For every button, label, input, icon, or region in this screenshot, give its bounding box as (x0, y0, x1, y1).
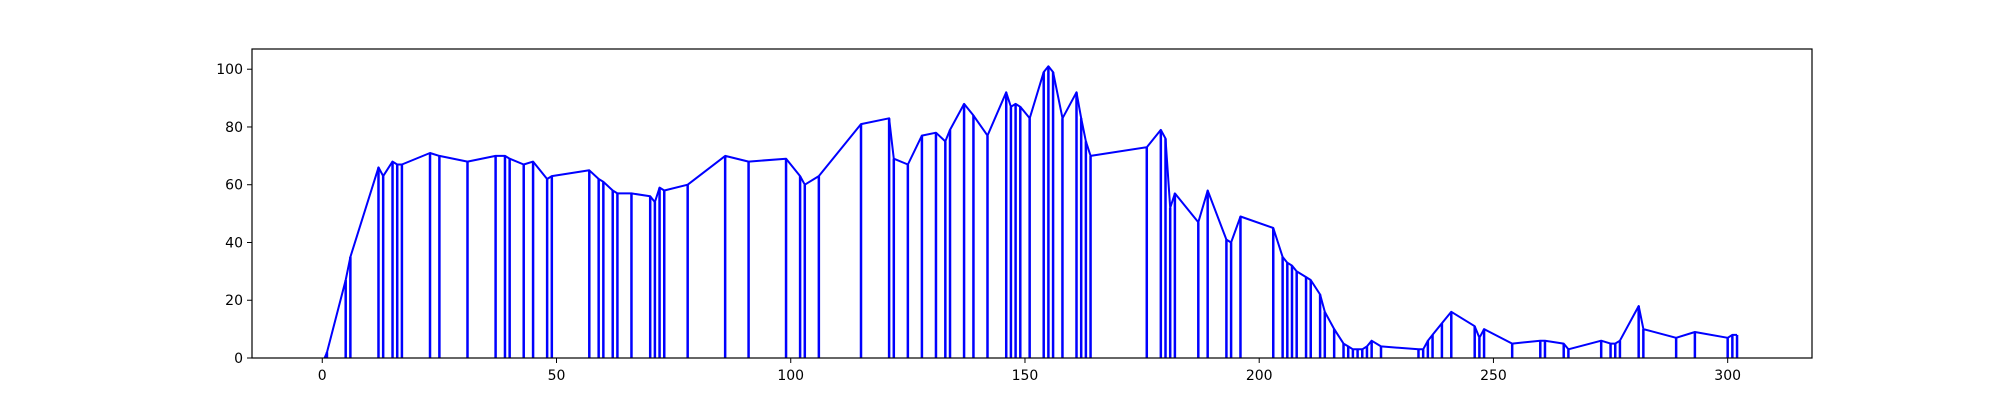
y-tick-label: 0 (234, 351, 243, 367)
axes-frame (251, 48, 1813, 359)
x-tick-label: 300 (1714, 368, 1741, 384)
y-axis: 0 20 40 60 80 100 (216, 62, 252, 367)
y-tick-label: 60 (225, 178, 243, 194)
y-tick-label: 100 (216, 62, 243, 78)
y-tick-label: 80 (225, 120, 243, 136)
x-tick-label: 200 (1246, 368, 1273, 384)
x-axis: 0 50 100 150 200 250 300 (318, 358, 1741, 384)
series-line (323, 65, 1737, 359)
x-tick-label: 50 (548, 368, 566, 384)
y-tick-label: 40 (225, 235, 243, 251)
x-tick-label: 150 (1012, 368, 1039, 384)
x-tick-label: 100 (777, 368, 804, 384)
y-tick-label: 20 (225, 293, 243, 309)
x-tick-label: 0 (318, 368, 327, 384)
series-layer (323, 65, 1737, 359)
stems-layer (325, 66, 1739, 358)
x-tick-label: 250 (1480, 368, 1507, 384)
